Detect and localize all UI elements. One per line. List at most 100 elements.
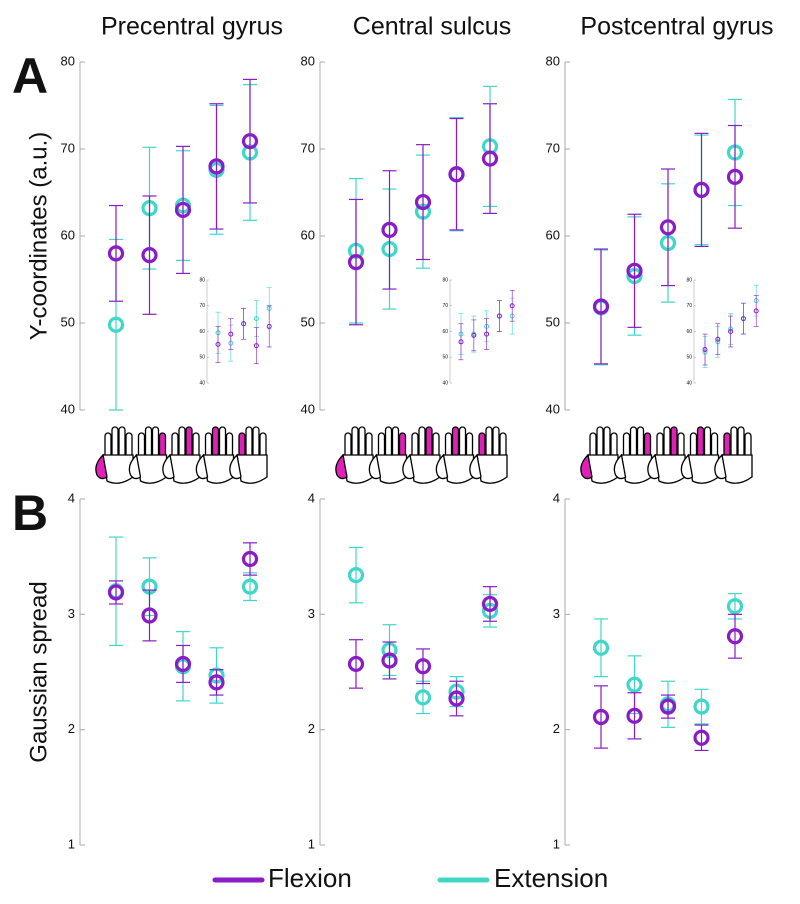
marker bbox=[208, 158, 225, 175]
error-bar bbox=[416, 648, 430, 685]
marker bbox=[693, 698, 710, 715]
finger bbox=[118, 426, 126, 458]
y-tick-label: 60 bbox=[199, 329, 205, 335]
marker bbox=[347, 254, 365, 271]
marker bbox=[141, 247, 158, 264]
finger bbox=[358, 426, 366, 458]
y-tick-label: 40 bbox=[199, 380, 205, 386]
error-bar bbox=[215, 326, 221, 363]
error-bar bbox=[209, 669, 224, 696]
error-bar bbox=[228, 318, 234, 350]
marker bbox=[458, 339, 464, 345]
marker bbox=[702, 347, 708, 353]
marker bbox=[659, 698, 677, 715]
y-tick-label: 3 bbox=[553, 606, 560, 621]
hand-icon bbox=[435, 426, 475, 484]
thumb bbox=[580, 453, 593, 480]
marker bbox=[481, 595, 499, 613]
error-bar bbox=[416, 144, 430, 261]
finger bbox=[151, 426, 160, 458]
marker bbox=[241, 321, 247, 327]
marker bbox=[471, 332, 477, 338]
thumb bbox=[195, 453, 209, 480]
error-bar bbox=[109, 204, 123, 302]
y-tick-label: 3 bbox=[308, 606, 315, 621]
marker bbox=[141, 607, 158, 624]
y-tick-label: 2 bbox=[68, 721, 75, 736]
y-tick-label: 70 bbox=[301, 140, 315, 155]
y-tick-label: 70 bbox=[546, 140, 560, 155]
finger bbox=[144, 426, 153, 458]
hand-icon bbox=[714, 426, 753, 484]
error-bar bbox=[142, 195, 157, 315]
y-tick-label: 40 bbox=[442, 380, 448, 386]
marker bbox=[448, 690, 465, 707]
thumb bbox=[469, 453, 482, 480]
error-bar bbox=[715, 323, 721, 355]
y-tick-label: 4 bbox=[553, 490, 560, 505]
y-tick-label: 1 bbox=[68, 836, 75, 851]
finger bbox=[185, 426, 193, 458]
error-bar bbox=[458, 323, 464, 361]
hand-icon bbox=[613, 426, 653, 484]
hand-icon bbox=[162, 426, 201, 484]
marker bbox=[266, 323, 272, 329]
marker bbox=[481, 150, 499, 167]
finger bbox=[458, 426, 467, 458]
thumb bbox=[368, 453, 382, 480]
hand-icon bbox=[680, 426, 720, 484]
finger bbox=[737, 426, 745, 458]
thumb bbox=[95, 453, 108, 480]
marker bbox=[215, 341, 221, 347]
hand-icon bbox=[95, 426, 134, 484]
finger bbox=[178, 426, 186, 458]
finger bbox=[425, 426, 433, 458]
marker bbox=[626, 676, 643, 693]
marker bbox=[496, 313, 502, 319]
thumb bbox=[335, 453, 348, 480]
finger bbox=[485, 426, 493, 458]
y-tick-label: 40 bbox=[686, 380, 692, 386]
panel-title: Postcentral gyrus bbox=[580, 13, 773, 41]
finger bbox=[252, 426, 260, 458]
error-bar bbox=[627, 213, 642, 328]
error-bar bbox=[209, 103, 224, 230]
finger bbox=[730, 426, 738, 458]
finger bbox=[670, 426, 678, 458]
thumb bbox=[613, 453, 627, 480]
finger bbox=[211, 426, 220, 458]
finger bbox=[111, 426, 119, 458]
y-tick-label: 80 bbox=[442, 277, 448, 283]
y-tick-label: 50 bbox=[199, 355, 205, 361]
error-bar bbox=[694, 132, 709, 248]
marker bbox=[484, 331, 490, 337]
hand-icon bbox=[647, 426, 686, 484]
error-bar bbox=[627, 692, 642, 740]
y-tick-label: 2 bbox=[553, 721, 560, 736]
panel-title: Central sulcus bbox=[353, 13, 511, 41]
finger bbox=[245, 426, 253, 458]
palm bbox=[375, 454, 408, 484]
palm bbox=[587, 454, 619, 484]
marker bbox=[728, 329, 734, 334]
marker bbox=[228, 331, 234, 337]
palm bbox=[687, 454, 720, 484]
hand-icon bbox=[128, 426, 168, 484]
y-tick-label: 40 bbox=[301, 401, 315, 416]
marker bbox=[726, 628, 744, 645]
y-tick-label: 60 bbox=[546, 227, 560, 242]
palm bbox=[169, 454, 201, 484]
error-bar bbox=[728, 315, 734, 348]
error-bar bbox=[243, 542, 257, 576]
marker bbox=[592, 708, 610, 726]
error-bar bbox=[449, 680, 464, 717]
hand-icon bbox=[402, 426, 441, 484]
finger bbox=[384, 426, 393, 458]
marker bbox=[208, 674, 225, 691]
error-bar bbox=[176, 644, 190, 683]
error-bar bbox=[496, 300, 502, 332]
y-tick-label: 50 bbox=[546, 314, 560, 329]
error-bar bbox=[594, 685, 608, 749]
marker bbox=[174, 655, 192, 673]
error-bar bbox=[243, 572, 257, 602]
